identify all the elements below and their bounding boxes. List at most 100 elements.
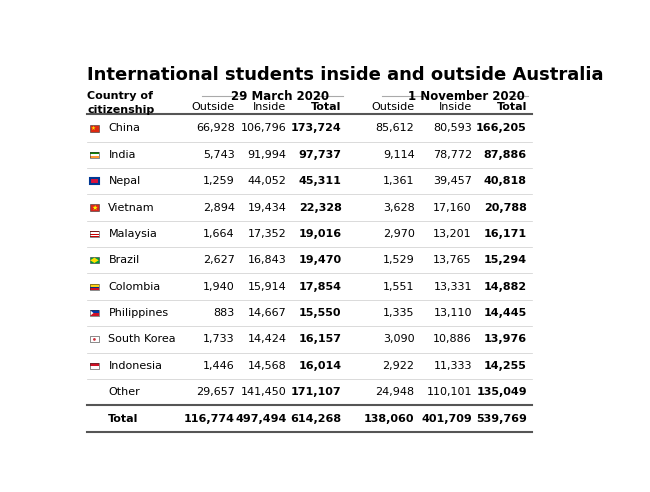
Text: 19,434: 19,434 [248, 203, 287, 213]
Text: 45,311: 45,311 [299, 176, 342, 186]
Text: 22,328: 22,328 [299, 203, 342, 213]
Text: Colombia: Colombia [109, 282, 161, 292]
Bar [90, 178, 99, 184]
Bar [90, 231, 99, 237]
Text: Outside: Outside [192, 102, 235, 112]
Bar [90, 152, 99, 154]
Bar [90, 287, 99, 288]
Text: 17,352: 17,352 [248, 229, 287, 239]
Bar [90, 366, 99, 369]
Text: Inside: Inside [254, 102, 287, 112]
Bar [90, 178, 99, 184]
Bar [90, 231, 99, 232]
Text: Other: Other [109, 387, 140, 397]
Text: ★: ★ [90, 126, 96, 131]
Text: 91,994: 91,994 [248, 150, 287, 160]
Text: 14,667: 14,667 [248, 308, 287, 318]
Text: 1,940: 1,940 [203, 282, 235, 292]
Text: 883: 883 [213, 308, 235, 318]
Text: Nepal: Nepal [109, 176, 140, 186]
Text: 16,157: 16,157 [298, 335, 342, 344]
Text: 110,101: 110,101 [426, 387, 472, 397]
Bar [90, 205, 99, 211]
Text: 3,628: 3,628 [383, 203, 415, 213]
Bar [90, 257, 99, 263]
Text: Indonesia: Indonesia [109, 361, 162, 371]
Text: 15,294: 15,294 [484, 255, 527, 265]
Text: 1,551: 1,551 [383, 282, 415, 292]
Text: 1,361: 1,361 [383, 176, 415, 186]
Text: 87,886: 87,886 [484, 150, 527, 160]
Text: 20,788: 20,788 [484, 203, 527, 213]
Text: 17,160: 17,160 [433, 203, 472, 213]
Bar [90, 233, 99, 234]
Text: 135,049: 135,049 [476, 387, 527, 397]
Text: 401,709: 401,709 [421, 414, 472, 424]
Text: 14,424: 14,424 [248, 335, 287, 344]
Text: 19,470: 19,470 [298, 255, 342, 265]
Text: 1,259: 1,259 [203, 176, 235, 186]
Bar [90, 283, 99, 290]
Text: 2,627: 2,627 [203, 255, 235, 265]
Bar [90, 310, 99, 313]
Text: 13,331: 13,331 [434, 282, 472, 292]
Bar [90, 152, 99, 158]
Bar [90, 313, 99, 316]
Text: Total: Total [109, 414, 138, 424]
Text: Brazil: Brazil [109, 255, 140, 265]
Text: 1,446: 1,446 [203, 361, 235, 371]
Text: 11,333: 11,333 [434, 361, 472, 371]
Text: 2,894: 2,894 [203, 203, 235, 213]
Text: 16,171: 16,171 [484, 229, 527, 239]
Bar [90, 125, 99, 131]
Text: 1,733: 1,733 [203, 335, 235, 344]
Text: India: India [109, 150, 136, 160]
Text: 14,255: 14,255 [484, 361, 527, 371]
Text: South Korea: South Korea [109, 335, 176, 344]
Text: Malaysia: Malaysia [109, 229, 157, 239]
Text: Total: Total [311, 102, 342, 112]
Text: 13,201: 13,201 [433, 229, 472, 239]
Text: 5,743: 5,743 [203, 150, 235, 160]
Text: China: China [109, 123, 140, 133]
Text: 614,268: 614,268 [291, 414, 342, 424]
Text: 44,052: 44,052 [248, 176, 287, 186]
Polygon shape [90, 310, 94, 316]
Text: 116,774: 116,774 [184, 414, 235, 424]
Text: Outside: Outside [371, 102, 415, 112]
Text: 29 March 2020: 29 March 2020 [231, 90, 330, 102]
Text: 173,724: 173,724 [291, 123, 342, 133]
Text: Country of
citizenship: Country of citizenship [88, 92, 155, 115]
Text: 40,818: 40,818 [484, 176, 527, 186]
Text: Vietnam: Vietnam [109, 203, 155, 213]
Text: 1,664: 1,664 [203, 229, 235, 239]
Text: Inside: Inside [439, 102, 472, 112]
Text: 78,772: 78,772 [433, 150, 472, 160]
Text: 19,016: 19,016 [298, 229, 342, 239]
Circle shape [93, 338, 96, 341]
Bar [90, 310, 99, 316]
Bar [90, 363, 99, 369]
Bar [90, 363, 99, 366]
Text: 14,445: 14,445 [484, 308, 527, 318]
Text: 497,494: 497,494 [235, 414, 287, 424]
Bar [90, 154, 99, 156]
Text: 10,886: 10,886 [433, 335, 472, 344]
Bar [90, 232, 99, 233]
Text: 29,657: 29,657 [196, 387, 235, 397]
Text: 539,769: 539,769 [476, 414, 527, 424]
Text: 14,568: 14,568 [248, 361, 287, 371]
Text: 85,612: 85,612 [376, 123, 415, 133]
Text: 13,765: 13,765 [433, 255, 472, 265]
Text: 3,090: 3,090 [383, 335, 415, 344]
Text: 2,922: 2,922 [382, 361, 415, 371]
Text: 24,948: 24,948 [376, 387, 415, 397]
Text: 106,796: 106,796 [241, 123, 287, 133]
Text: 16,014: 16,014 [298, 361, 342, 371]
Text: 1,529: 1,529 [383, 255, 415, 265]
Text: 1 November 2020: 1 November 2020 [408, 90, 525, 102]
Text: Philippines: Philippines [109, 308, 168, 318]
Text: 39,457: 39,457 [433, 176, 472, 186]
Text: 2,970: 2,970 [383, 229, 415, 239]
Bar [90, 288, 99, 290]
